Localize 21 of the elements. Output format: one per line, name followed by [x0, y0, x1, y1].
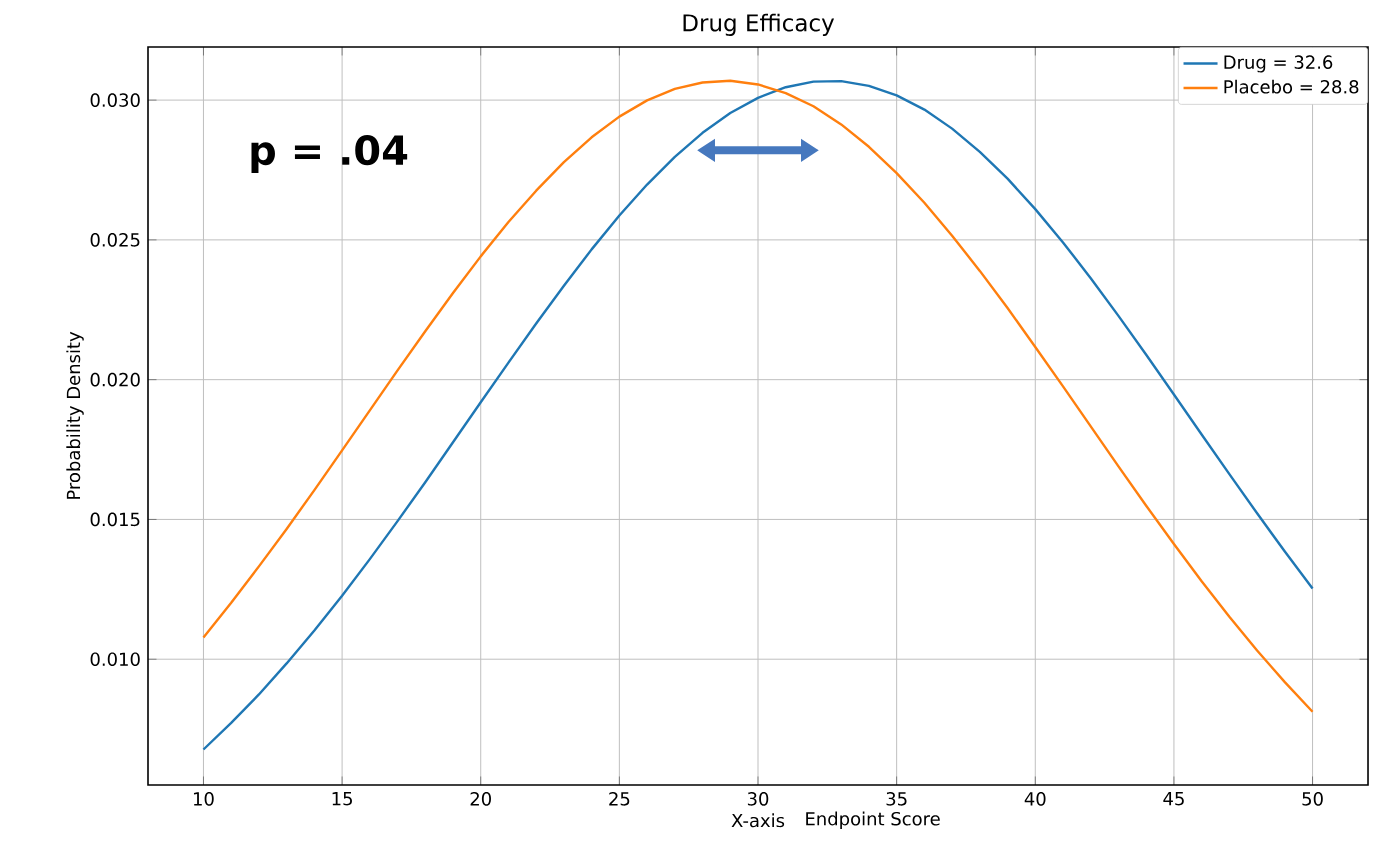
x-tick-label: 20: [470, 792, 491, 806]
x-tick-label: 25: [609, 792, 630, 806]
x-tick-label: 15: [332, 792, 352, 806]
legend-label: Drug = 32.6: [1224, 55, 1333, 73]
x-tick-label: 40: [1024, 792, 1046, 806]
y-axis-title: Probability Density: [66, 331, 84, 499]
y-tick-label: 0.020: [90, 372, 140, 387]
x-tick-label: 30: [747, 792, 769, 806]
chart-title: Drug Efficacy: [683, 13, 835, 36]
legend-label: Placebo = 28.8: [1224, 79, 1359, 94]
annotation: p = .04: [251, 135, 408, 173]
x-axis-title: X-axis: [731, 813, 785, 828]
y-tick-label: 0.010: [90, 652, 140, 667]
y-tick-label: 0.030: [90, 93, 140, 107]
x-tick-label: 35: [886, 792, 907, 806]
y-tick-label: 0.015: [90, 512, 140, 527]
text: Endpoint Score: [806, 811, 940, 830]
x-tick-label: 10: [193, 792, 214, 806]
x-tick-label: 45: [1163, 792, 1184, 806]
y-tick-label: 0.025: [90, 233, 140, 247]
x-tick-label: 50: [1302, 792, 1323, 806]
